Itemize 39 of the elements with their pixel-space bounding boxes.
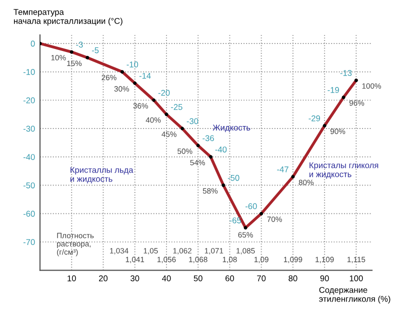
data-label: -19 [328,87,339,93]
y-tick-label: -40 [23,154,35,160]
data-label: -14 [139,72,151,79]
data-label: -3 [76,42,83,48]
y-axis-title: Температура начала кристаллизации (°С) [14,9,122,26]
x-tick-label: 60 [226,275,234,282]
x-axis-title: Содержание этиленгликоля (%) [319,286,390,304]
data-label: -60 [245,203,257,210]
data-label: -13 [340,70,352,76]
data-label: -5 [92,47,99,54]
data-label: -65 [230,217,242,224]
data-label: -10 [126,62,138,68]
x-tick-label: 30 [130,275,140,282]
y-tick-label: -10 [23,69,35,75]
data-label: -30 [186,118,198,124]
x-tick-label: 50 [194,275,202,282]
x-tick-label: 80 [288,275,298,282]
data-label: -20 [158,90,170,96]
data-label: -36 [202,135,214,142]
data-label: -29 [308,115,320,122]
x-tick-label: 100 [350,275,363,282]
y-tick-label: -60 [23,210,35,217]
x-tick-label: 40 [162,275,171,282]
annotation: Кристаллы льда и жидкость [70,167,134,184]
annotation: Кристалы гликоля и жидкость [310,162,378,179]
data-label: -47 [277,166,288,172]
x-tick-label: 90 [320,275,329,282]
x-tick-label: 10 [68,275,76,282]
y-tick-label: -20 [23,97,35,104]
annotation: Жидкость [212,124,250,132]
x-tick-label: 70 [257,275,266,282]
y-tick-label: -30 [23,126,35,132]
x-tick-label: 20 [99,275,108,282]
y-tick-label: 0 [30,40,35,47]
data-label: -40 [215,146,227,152]
data-label: -25 [171,104,182,110]
y-tick-label: -70 [23,239,35,246]
data-label: -50 [228,174,240,181]
y-tick-label: -50 [23,182,35,188]
